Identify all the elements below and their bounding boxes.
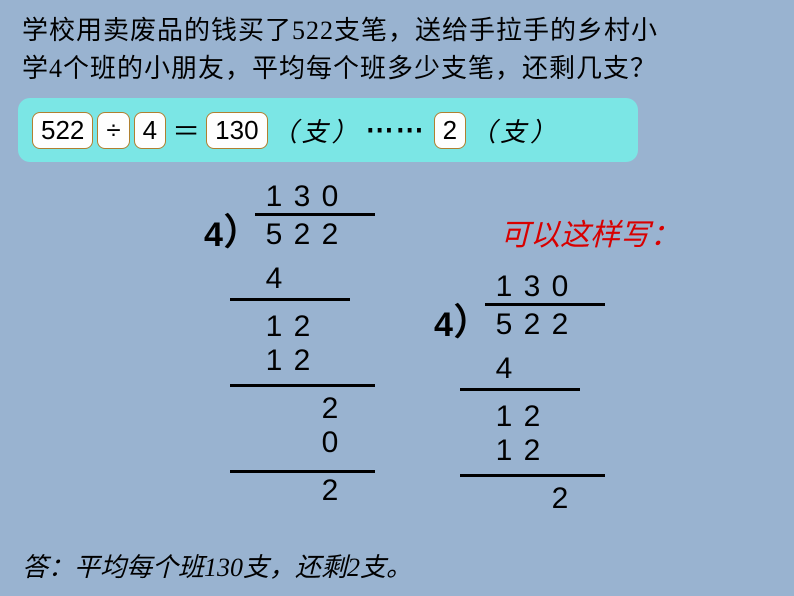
quotient-box: 130 [206,112,267,149]
unit2-open: （ [470,112,496,149]
ld2-s2a: 1 [490,402,518,432]
ld1-q2: 3 [288,182,316,212]
ld2-q3: 0 [546,272,574,302]
ld1-s3b: 2 [288,346,316,376]
ld1-s3a: 1 [260,346,288,376]
ld1-bar1 [230,298,350,301]
answer-text: 答：平均每个班130支，还剩2支。 [22,547,412,584]
ld2-bracket: ） [454,304,490,340]
remainder-box: 2 [434,112,466,149]
ld2-d1: 5 [490,310,518,340]
ld1-s1: 4 [260,264,288,294]
ld2-s3b: 2 [518,436,546,466]
ld1-divisor: 4 [204,218,223,252]
ld1-s5: 0 [316,428,344,458]
ld2-q1: 1 [490,272,518,302]
ld1-d1: 5 [260,220,288,250]
divisor-box: 4 [134,112,166,149]
ld2-s3a: 1 [490,436,518,466]
problem-line1: 学校用卖废品的钱买了522支笔，送给手拉手的乡村小 [22,12,658,50]
ld1-bracket: ） [224,214,260,250]
dividend-box: 522 [32,112,93,149]
ld2-bar2 [460,474,605,477]
operator-box: ÷ [97,112,129,149]
long-division-1: 1 3 0 4 ） 5 2 2 4 1 2 1 2 2 0 2 [200,180,400,508]
ld1-s2a: 1 [260,312,288,342]
ld1-s2b: 2 [288,312,316,342]
ld1-bar3 [230,470,375,473]
ld1-d2: 2 [288,220,316,250]
ld2-topbar [485,303,605,306]
unit1-close: ） [332,112,358,149]
ld2-d3: 2 [546,310,574,340]
unit2: 支 [500,112,526,149]
unit1-open: （ [272,112,298,149]
ld2-bar1 [460,388,580,391]
ld1-topbar [255,213,375,216]
problem-line2: 学4个班的小朋友，平均每个班多少支笔，还剩几支？ [22,50,658,88]
long-division-2: 1 3 0 4 ） 5 2 2 4 1 2 1 2 2 [430,270,630,516]
ld2-s2b: 2 [518,402,546,432]
unit2-close: ） [530,112,556,149]
ld2-s4: 2 [546,484,574,514]
ld2-divisor: 4 [434,308,453,342]
red-label: 可以这样写： [500,210,680,254]
unit1: 支 [302,112,328,149]
dots: ⋯⋯ [366,113,426,147]
ld1-q1: 1 [260,182,288,212]
ld2-s1: 4 [490,354,518,384]
ld1-s4: 2 [316,394,344,424]
ld1-bar2 [230,384,375,387]
ld2-d2: 2 [518,310,546,340]
ld2-q2: 3 [518,272,546,302]
ld1-q3: 0 [316,182,344,212]
problem-text: 学校用卖废品的钱买了522支笔，送给手拉手的乡村小 学4个班的小朋友，平均每个班… [22,12,658,87]
ld1-d3: 2 [316,220,344,250]
equation-box: 522 ÷ 4 ＝ 130 （ 支 ） ⋯⋯ 2 （ 支 ） [18,98,638,162]
equals-sign: ＝ [172,110,200,150]
ld1-s6: 2 [316,476,344,506]
